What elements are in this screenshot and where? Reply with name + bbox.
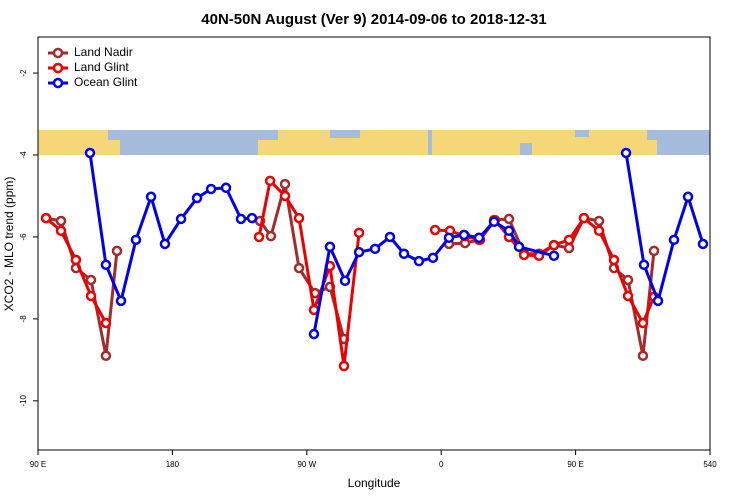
data-point bbox=[308, 328, 320, 340]
data-point bbox=[398, 248, 410, 259]
data-point bbox=[235, 213, 247, 225]
data-point bbox=[111, 245, 123, 257]
data-point bbox=[84, 147, 96, 159]
data-point bbox=[429, 224, 441, 236]
data-point bbox=[293, 262, 305, 274]
data-point bbox=[339, 275, 351, 287]
data-point bbox=[503, 213, 515, 225]
data-point bbox=[384, 231, 396, 243]
data-point bbox=[548, 250, 560, 262]
data-point bbox=[264, 175, 276, 187]
data-point bbox=[443, 232, 455, 244]
data-point bbox=[593, 215, 605, 227]
data-point bbox=[353, 246, 365, 258]
chart-title: 40N-50N August (Ver 9) 2014-09-06 to 201… bbox=[201, 11, 546, 28]
data-point bbox=[100, 317, 112, 329]
data-point bbox=[145, 191, 157, 203]
data-point bbox=[682, 191, 694, 203]
data-point bbox=[338, 360, 350, 372]
data-point bbox=[279, 190, 291, 202]
data-point bbox=[246, 212, 258, 224]
data-point bbox=[458, 229, 470, 241]
data-point bbox=[191, 192, 203, 204]
data-point bbox=[548, 239, 560, 251]
data-point bbox=[265, 230, 277, 242]
x-tick-label: 0 bbox=[439, 460, 444, 469]
data-point bbox=[622, 274, 634, 286]
data-point bbox=[55, 215, 67, 227]
data-point bbox=[324, 241, 336, 253]
data-point bbox=[488, 216, 500, 228]
y-tick-label: -4 bbox=[19, 151, 28, 159]
data-point bbox=[652, 295, 664, 307]
data-point bbox=[578, 212, 590, 224]
data-point bbox=[205, 183, 217, 195]
legend-label: Land Nadir bbox=[74, 45, 133, 59]
data-point bbox=[220, 182, 232, 194]
data-point bbox=[130, 234, 142, 246]
data-point bbox=[622, 290, 634, 302]
series-line bbox=[624, 152, 705, 306]
data-point bbox=[100, 259, 112, 271]
data-point bbox=[503, 225, 515, 237]
y-axis-label: XCO2 - MLO trend (ppm) bbox=[2, 177, 16, 312]
x-tick-label: 180 bbox=[166, 460, 180, 469]
data-point bbox=[563, 242, 575, 254]
data-point bbox=[593, 225, 605, 237]
y-tick-label: -10 bbox=[19, 395, 28, 407]
data-point bbox=[518, 249, 530, 261]
x-axis-label: Longitude bbox=[348, 476, 401, 490]
data-point bbox=[637, 317, 649, 329]
data-point bbox=[369, 243, 381, 255]
x-tick-label: 90 W bbox=[297, 460, 316, 469]
legend-label: Ocean Glint bbox=[74, 75, 138, 89]
x-tick-label: 540 bbox=[703, 460, 717, 469]
x-tick-label: 90 E bbox=[30, 460, 46, 469]
data-point bbox=[427, 252, 439, 264]
data-point bbox=[100, 350, 112, 362]
data-point bbox=[637, 350, 649, 362]
plot-frame bbox=[37, 36, 711, 451]
data-point bbox=[563, 234, 575, 246]
data-point bbox=[70, 254, 82, 266]
data-point bbox=[55, 225, 67, 237]
data-point bbox=[293, 212, 305, 224]
series-line bbox=[88, 152, 253, 306]
data-point bbox=[648, 245, 660, 257]
data-point bbox=[608, 254, 620, 266]
data-point bbox=[697, 238, 709, 250]
legend-label: Land Glint bbox=[74, 60, 129, 74]
y-tick-label: -2 bbox=[19, 69, 28, 77]
y-tick-label: -8 bbox=[19, 315, 28, 323]
data-point bbox=[513, 241, 525, 253]
data-point bbox=[40, 212, 52, 224]
data-point bbox=[85, 274, 97, 286]
data-point bbox=[159, 238, 171, 250]
data-point bbox=[638, 259, 650, 271]
data-point bbox=[353, 227, 365, 239]
data-point bbox=[115, 295, 127, 307]
data-point bbox=[279, 178, 291, 190]
data-point bbox=[413, 255, 425, 267]
data-point bbox=[473, 232, 485, 244]
data-point bbox=[620, 147, 632, 159]
legend-marker bbox=[52, 47, 64, 59]
data-point bbox=[253, 231, 265, 243]
data-point bbox=[175, 213, 187, 225]
x-tick-label: 90 E bbox=[567, 460, 583, 469]
y-tick-label: -6 bbox=[19, 233, 28, 241]
map-strip bbox=[38, 130, 710, 155]
series-line bbox=[312, 219, 555, 335]
legend-marker bbox=[52, 62, 64, 74]
data-point bbox=[85, 290, 97, 302]
series-line bbox=[45, 216, 119, 357]
legend-marker bbox=[52, 77, 64, 89]
data-point bbox=[668, 234, 680, 246]
